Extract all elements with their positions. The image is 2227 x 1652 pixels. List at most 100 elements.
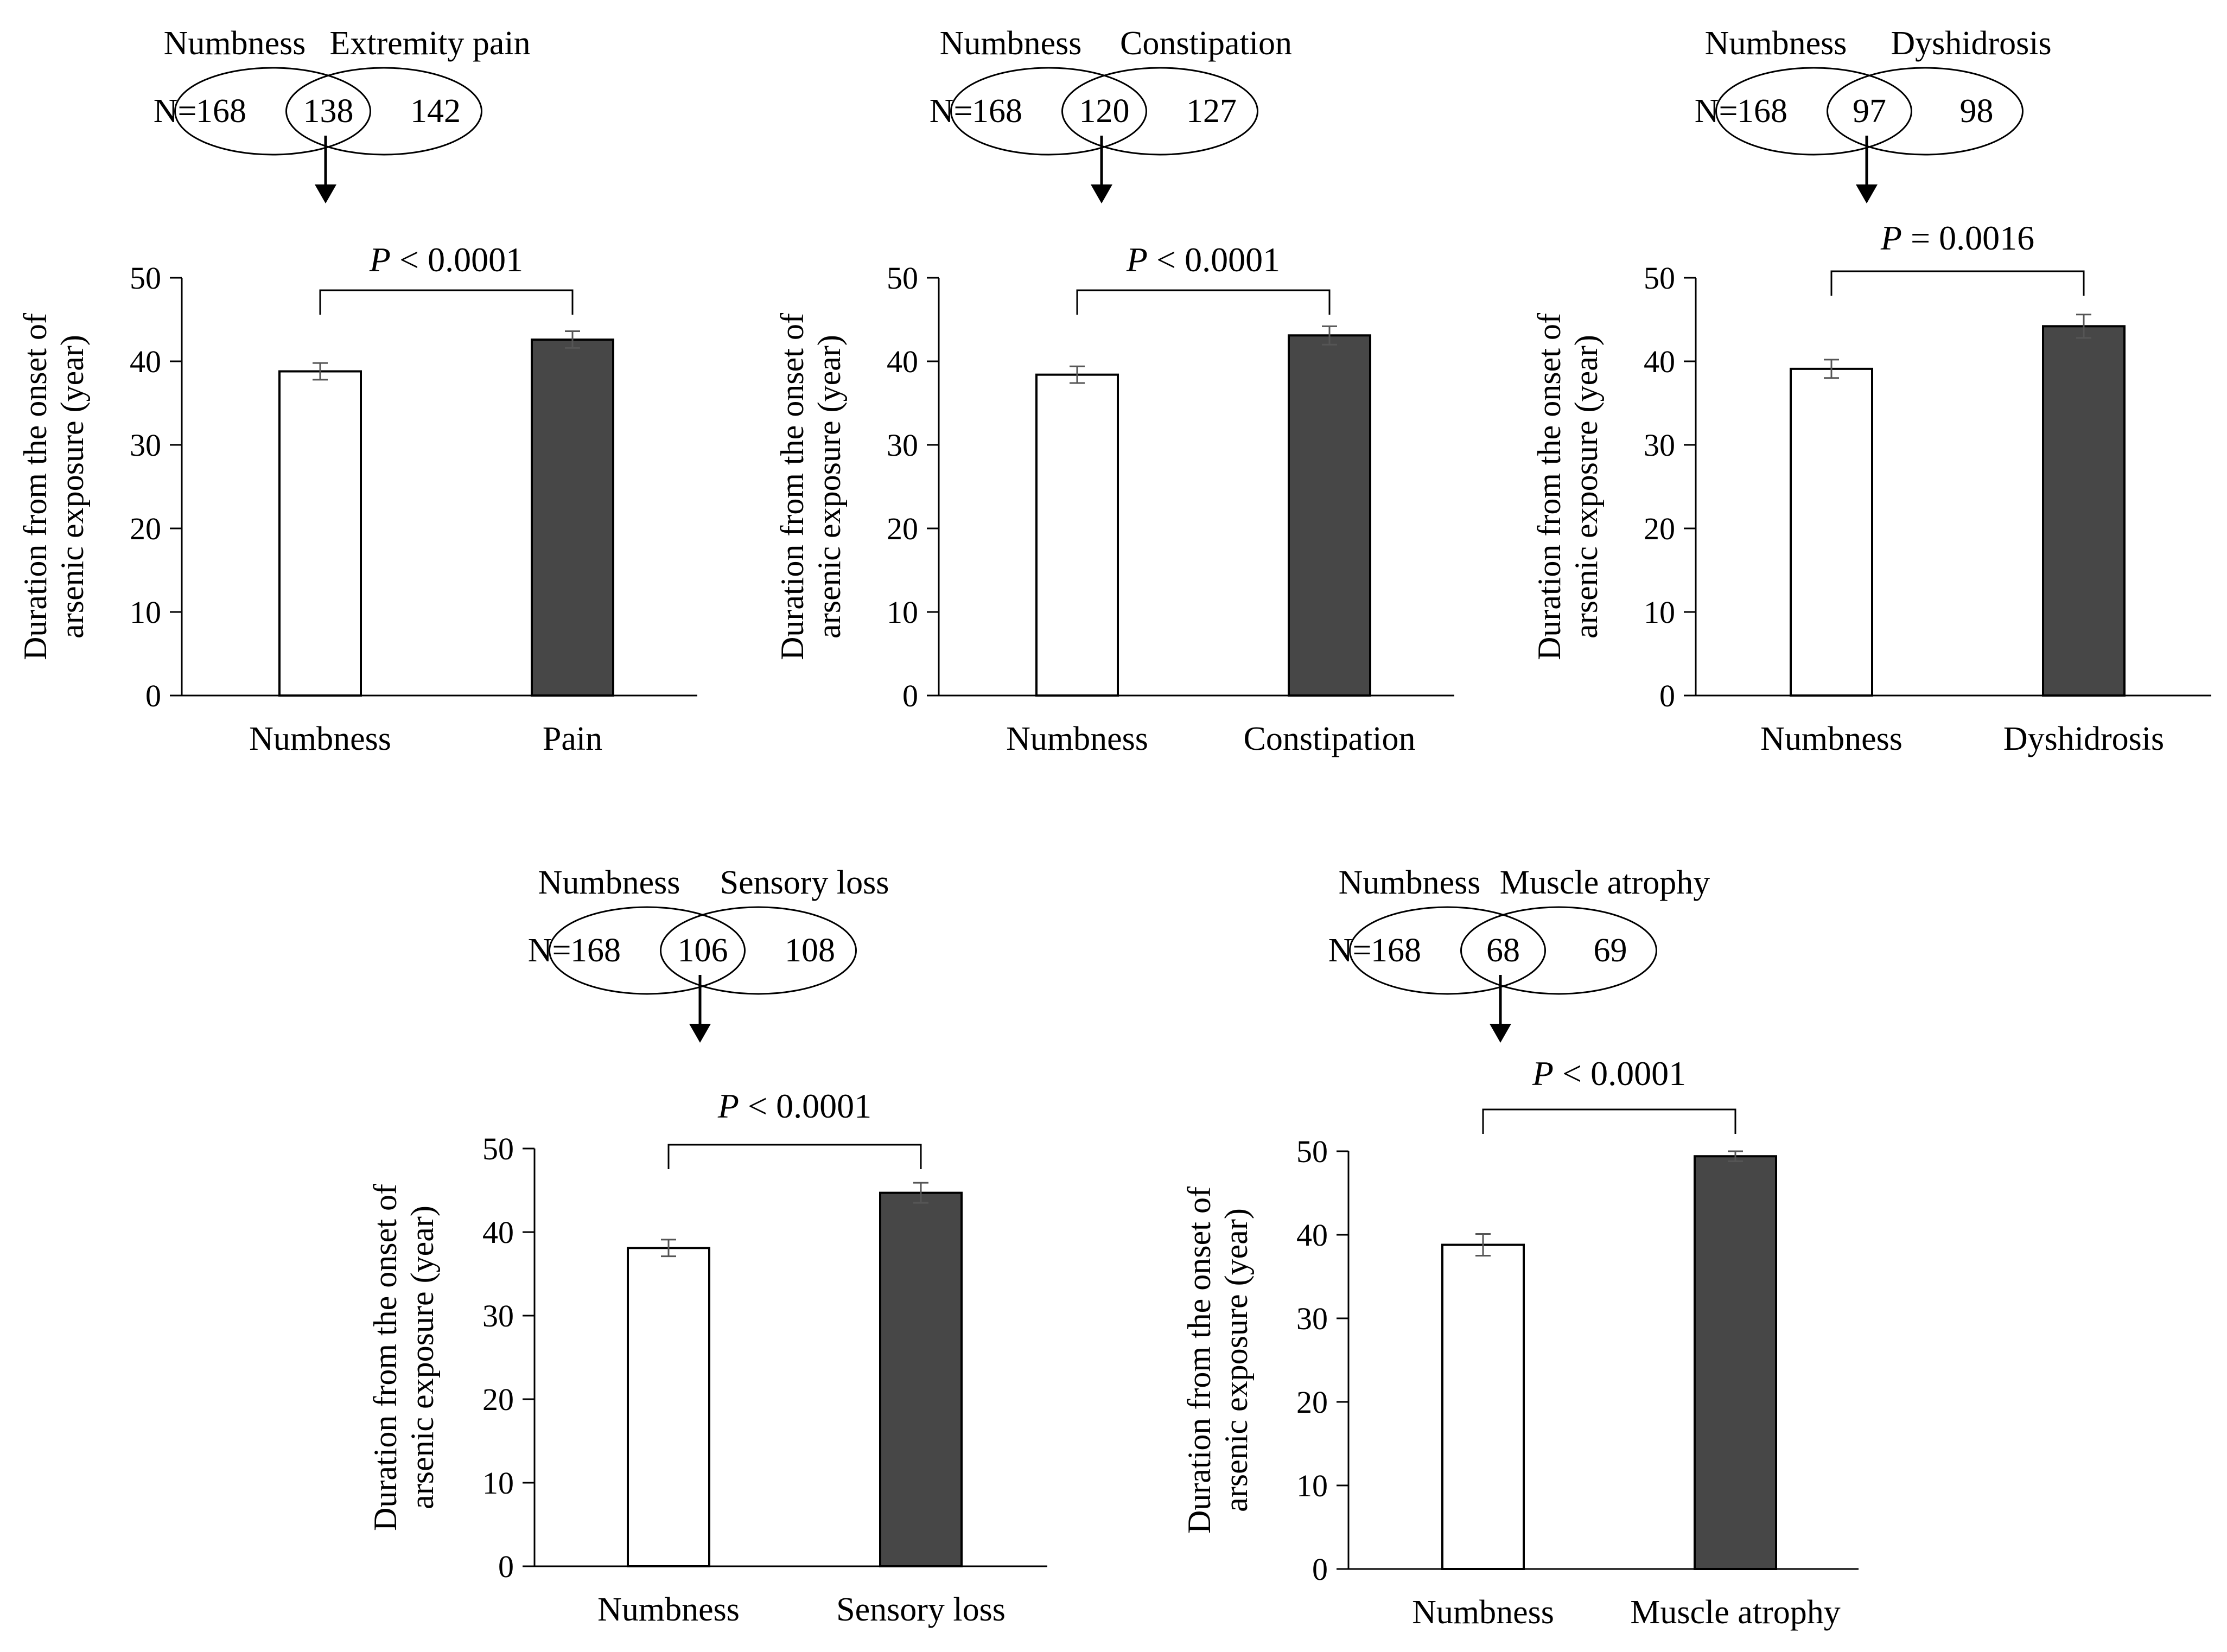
chart-axes: 0 10 20 30 40 50 xyxy=(1296,1134,1859,1587)
arrow-head xyxy=(1490,1024,1511,1043)
y-tick-label: 30 xyxy=(130,428,161,463)
chart-panel-1: N=168 138 142 Numbness Extremity pain 0 10 20 30… xyxy=(17,25,697,757)
venn-prefix: N= xyxy=(1328,932,1372,969)
p-value: = 0.0016 xyxy=(1902,219,2034,257)
p-value: < 0.0001 xyxy=(1148,240,1280,279)
y-axis-label-line1: Duration from the onset of xyxy=(1531,313,1567,660)
y-tick-label: 0 xyxy=(1312,1552,1328,1587)
y-axis-label-line2: arsenic exposure (year) xyxy=(1218,1208,1254,1512)
venn-count-right: 142 xyxy=(410,93,461,130)
y-tick-label: 40 xyxy=(130,344,161,379)
x-category-label: Numbness xyxy=(1760,720,1903,757)
venn-count-left: 168 xyxy=(196,93,246,130)
y-tick-label: 10 xyxy=(887,595,918,630)
chart-axes: 0 10 20 30 40 50 xyxy=(1644,260,2211,713)
significance-bracket xyxy=(1076,289,1331,315)
y-axis-label-line1: Duration from the onset of xyxy=(367,1184,403,1531)
p-symbol: P xyxy=(1880,219,1902,257)
venn-circle-left xyxy=(1715,67,1912,156)
venn-count-right: 127 xyxy=(1186,93,1237,130)
y-tick-label: 20 xyxy=(482,1382,514,1417)
venn-count-left: 168 xyxy=(1371,932,1421,969)
p-symbol: P xyxy=(717,1087,739,1125)
y-tick-label: 40 xyxy=(1296,1217,1328,1253)
y-tick-label: 20 xyxy=(130,511,161,546)
venn-diagram: N=168 68 69 Numbness Muscle atrophy xyxy=(1328,864,1710,995)
y-axis-label: Duration from the onset of arsenic exposu… xyxy=(1531,313,1604,660)
y-axis-label-line2: arsenic exposure (year) xyxy=(54,335,90,639)
arrow-head xyxy=(1091,184,1112,203)
y-tick-label: 20 xyxy=(887,511,918,546)
p-value: < 0.0001 xyxy=(1554,1054,1686,1093)
bar-right xyxy=(531,338,614,697)
venn-count-overlap: 68 xyxy=(1486,932,1520,969)
chart-panel-2: N=168 120 127 Numbness Constipation 0 10 20 30 40… xyxy=(774,25,1454,757)
y-axis-label-line1: Duration from the onset of xyxy=(1181,1187,1217,1534)
y-axis-label-line1: Duration from the onset of xyxy=(17,313,53,660)
y-tick-label: 40 xyxy=(482,1215,514,1250)
p-symbol: P xyxy=(369,240,391,279)
venn-label-right: Dyshidrosis xyxy=(1891,25,2051,62)
venn-label-left: Numbness xyxy=(940,25,1082,62)
y-tick-label: 20 xyxy=(1644,511,1675,546)
chart-panel-4: N=168 106 108 Numbness Sensory loss 0 10 20 30 40… xyxy=(367,864,1047,1628)
p-symbol: P xyxy=(1532,1054,1554,1093)
venn-label-left: Numbness xyxy=(1705,25,1847,62)
y-axis-label-line2: arsenic exposure (year) xyxy=(404,1205,440,1509)
p-symbol: P xyxy=(1126,240,1148,279)
venn-count-overlap: 120 xyxy=(1079,93,1130,130)
venn-circle-right xyxy=(1827,67,2024,156)
venn-count-left: 168 xyxy=(570,932,621,969)
y-axis-label-line2: arsenic exposure (year) xyxy=(811,335,847,639)
venn-circle-left xyxy=(950,67,1147,156)
x-category-label: Muscle atrophy xyxy=(1630,1594,1840,1631)
venn-diagram: N=168 97 98 Numbness Dyshidrosis xyxy=(1695,25,2052,156)
y-axis-label: Duration from the onset of arsenic exposu… xyxy=(17,313,90,660)
y-axis-label-line1: Duration from the onset of xyxy=(774,313,810,660)
y-tick-label: 50 xyxy=(482,1131,514,1166)
p-value-label: P = 0.0016 xyxy=(1880,219,2034,257)
bar-right xyxy=(1288,334,1371,697)
bar-left xyxy=(1441,1243,1525,1570)
venn-label-right: Muscle atrophy xyxy=(1500,864,1710,901)
y-tick-label: 30 xyxy=(1296,1301,1328,1336)
y-tick-label: 0 xyxy=(1659,678,1675,713)
venn-label-right: Constipation xyxy=(1120,25,1292,62)
venn-prefix: N= xyxy=(528,932,571,969)
venn-label-right: Sensory loss xyxy=(720,864,889,901)
x-category-label: Pain xyxy=(543,720,602,757)
venn-circle-right xyxy=(1061,67,1258,156)
y-tick-label: 10 xyxy=(130,595,161,630)
y-tick-label: 50 xyxy=(1296,1134,1328,1169)
y-axis-label: Duration from the onset of arsenic exposu… xyxy=(1181,1187,1254,1534)
bar-right xyxy=(879,1191,963,1568)
venn-count-left: 168 xyxy=(1737,93,1787,130)
y-tick-label: 40 xyxy=(1644,344,1675,379)
arrow-head xyxy=(315,184,336,203)
venn-label-left: Numbness xyxy=(164,25,306,62)
y-tick-label: 30 xyxy=(887,428,918,463)
venn-circle-left xyxy=(549,906,746,995)
p-value: < 0.0001 xyxy=(391,240,523,279)
p-value-label: P < 0.0001 xyxy=(369,240,523,279)
x-category-label: Dyshidrosis xyxy=(2003,720,2164,757)
bar-left xyxy=(1035,373,1119,697)
x-category-label: Numbness xyxy=(1412,1594,1554,1631)
bar-left xyxy=(1790,367,1873,697)
significance-bracket xyxy=(1830,270,2085,296)
y-axis-label: Duration from the onset of arsenic exposu… xyxy=(367,1184,440,1531)
venn-count-overlap: 138 xyxy=(303,93,354,130)
p-value-label: P < 0.0001 xyxy=(717,1087,871,1125)
venn-count-right: 69 xyxy=(1594,932,1627,969)
venn-circle-right xyxy=(1460,906,1657,995)
y-tick-label: 0 xyxy=(145,678,161,713)
venn-count-overlap: 106 xyxy=(678,932,728,969)
venn-prefix: N= xyxy=(930,93,973,130)
y-tick-label: 30 xyxy=(1644,428,1675,463)
x-category-label: Constipation xyxy=(1244,720,1416,757)
venn-diagram: N=168 120 127 Numbness Constipation xyxy=(930,25,1292,156)
venn-label-right: Extremity pain xyxy=(329,25,530,62)
x-category-label: Numbness xyxy=(1006,720,1148,757)
y-tick-label: 20 xyxy=(1296,1385,1328,1420)
